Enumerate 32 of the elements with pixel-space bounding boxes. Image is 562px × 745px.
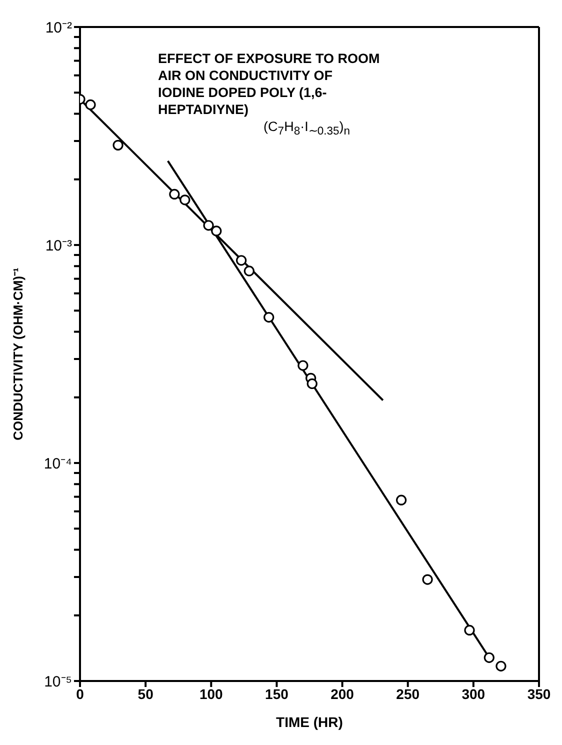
point: [464, 624, 475, 636]
x-tick-label: 200: [330, 686, 354, 702]
x-tick-label: 300: [462, 686, 486, 702]
point: [496, 660, 506, 672]
x-axis-title: TIME (HR): [276, 714, 343, 730]
point: [85, 99, 96, 110]
y-tick-label: 10⁻⁵: [44, 673, 72, 690]
x-tick-label: 0: [76, 686, 84, 702]
y-tick-label: 10⁻²: [45, 19, 72, 36]
point: [264, 312, 274, 323]
point: [112, 140, 124, 150]
annotation: (C$_{7}$H$_{8}$·I$_{∼0.35}$)$_{n}$: [262, 118, 351, 140]
text: EFFECT OF EXPOSURE TO ROOM AIR ON CONDUCTIVITY OF IODINE DOPED POLY (1,6-HEPTADIYNE): [158, 51, 380, 117]
x-tick-label: 350: [527, 686, 551, 702]
x-tick-label: 150: [265, 686, 289, 702]
point: [422, 574, 433, 585]
point: [169, 188, 180, 200]
x-tick-label: 50: [138, 686, 154, 702]
point: [298, 360, 308, 371]
point: [306, 378, 318, 390]
point: [180, 194, 190, 206]
point: [236, 255, 247, 266]
x-tick-label: 100: [199, 686, 224, 702]
point: [203, 220, 214, 231]
point: [211, 226, 222, 236]
point: [396, 494, 407, 506]
point: [484, 652, 494, 663]
x-tick-label: 250: [396, 686, 420, 702]
y-axis-title: CONDUCTIVITY (OHM·CM)⁻¹: [10, 268, 26, 440]
y-tick-label: 10⁻³: [45, 237, 72, 254]
y-tick-label: 10⁻⁴: [44, 455, 72, 472]
point: [244, 266, 254, 276]
